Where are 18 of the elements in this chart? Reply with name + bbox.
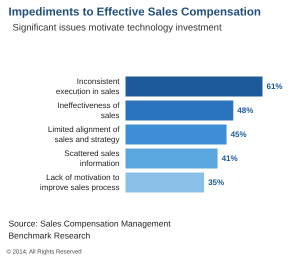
- source-note: Source: Sales Compensation Management Benchmark Research: [8, 218, 172, 240]
- y-tick-label: Ineffectiveness of sales: [57, 101, 120, 120]
- bar: [126, 124, 227, 144]
- chart-title: Impediments to Effective Sales Compensation: [8, 6, 261, 18]
- data-label: 41%: [222, 154, 238, 163]
- y-tick-label: Limited alignment of sales and strategy: [48, 125, 120, 144]
- data-label: 61%: [266, 82, 283, 91]
- data-label: 35%: [208, 178, 224, 187]
- bar: [126, 148, 218, 168]
- bar: [126, 100, 234, 120]
- data-label: 48%: [237, 106, 254, 115]
- data-label: 45%: [230, 130, 247, 139]
- y-tick-label: Inconsistent execution in sales: [56, 77, 120, 96]
- chart-subtitle: Significant issues motivate technology investment: [12, 22, 222, 34]
- y-tick-label: Lack of motivation to improve sales process: [40, 173, 120, 192]
- bar: [126, 172, 204, 192]
- y-tick-label: Scattered sales information: [64, 149, 120, 168]
- bar: [126, 76, 262, 96]
